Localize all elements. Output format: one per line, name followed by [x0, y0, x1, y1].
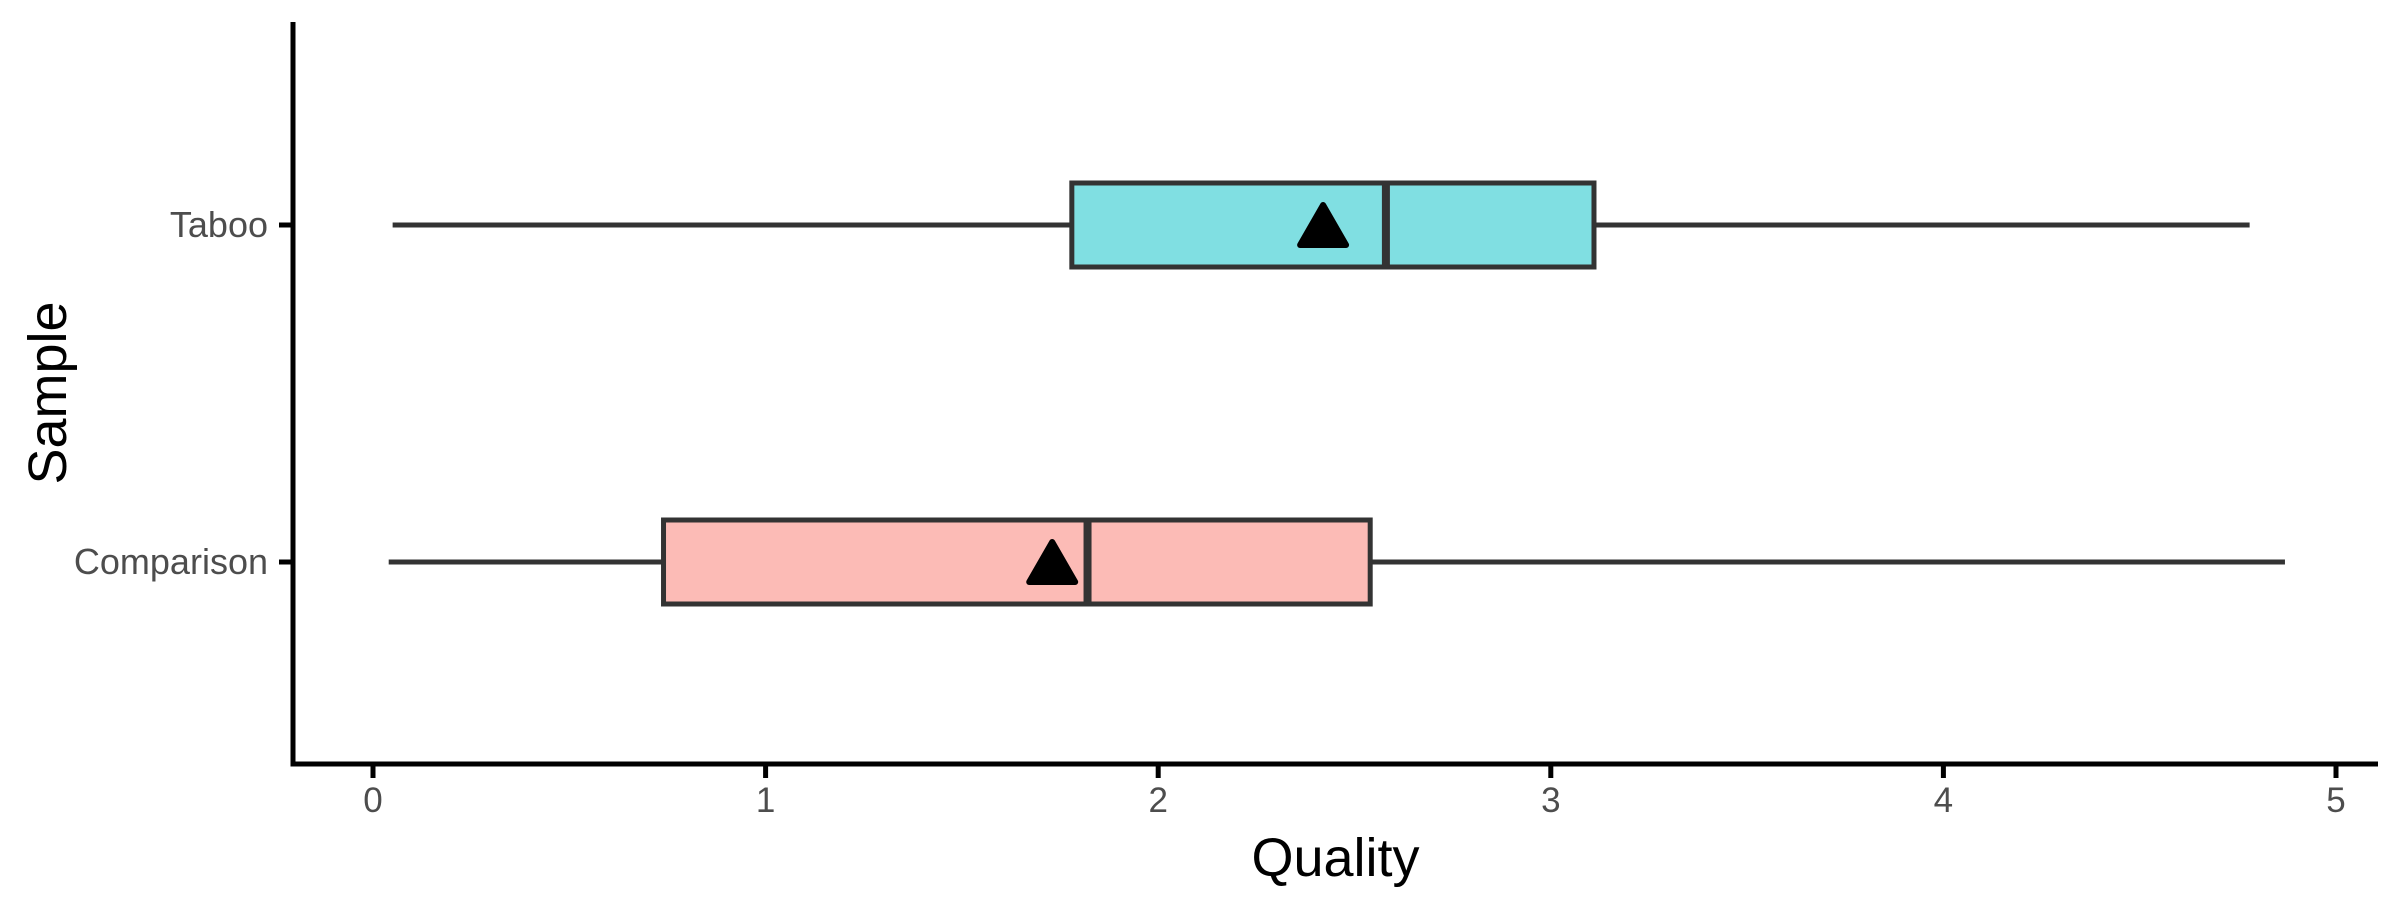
y-tick-label-taboo: Taboo — [170, 204, 268, 245]
x-tick-label-5: 5 — [2326, 781, 2345, 820]
x-axis-title: Quality — [1251, 828, 1419, 888]
x-tick-label-3: 3 — [1541, 781, 1560, 820]
x-tick-label-4: 4 — [1934, 781, 1953, 820]
x-tick-label-0: 0 — [363, 781, 382, 820]
x-tick-label-1: 1 — [756, 781, 775, 820]
y-axis-title: Sample — [18, 301, 78, 484]
y-tick-label-comparison: Comparison — [74, 541, 268, 582]
box-comparison — [661, 517, 1373, 607]
mean-marker-comparison — [1026, 539, 1079, 585]
x-tick-label-2: 2 — [1148, 781, 1167, 820]
mean-marker-taboo — [1297, 202, 1350, 248]
